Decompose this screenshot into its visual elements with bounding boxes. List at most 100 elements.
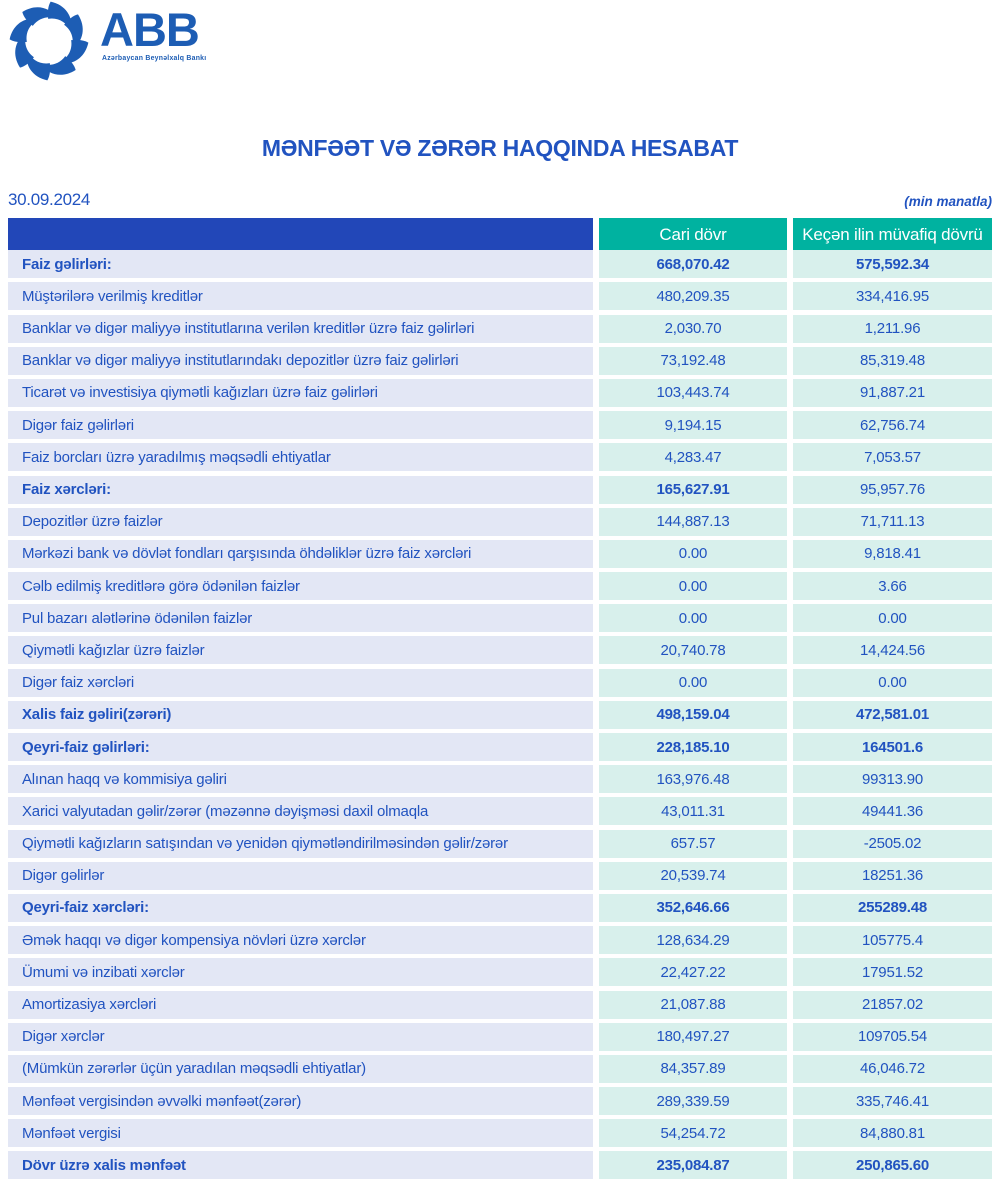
row-label: Qiymətli kağızlar üzrə faizlər — [8, 636, 593, 665]
row-value-previous: 105775.4 — [793, 926, 992, 955]
row-value-previous: 255289.48 — [793, 893, 992, 922]
row-label: Mənfəət vergisi — [8, 1119, 593, 1148]
page-title: MƏNFƏƏT VƏ ZƏRƏR HAQQINDA HESABAT — [261, 135, 739, 161]
table-header-previous: Keçən ilin müvafiq dövrü — [793, 218, 992, 252]
row-value-current: 22,427.22 — [599, 958, 787, 987]
row-value-previous: 46,046.72 — [793, 1054, 992, 1083]
row-value-previous: 3.66 — [793, 572, 992, 601]
pnl-table: Cari dövr Keçən ilin müvafiq dövrü Faiz … — [8, 218, 992, 1180]
row-label: Depozitlər üzrə faizlər — [8, 507, 593, 536]
logo-subtitle: Azərbaycan Beynəlxalq Bankı — [102, 55, 207, 62]
row-value-current: 4,283.47 — [599, 443, 787, 472]
row-value-previous: -2505.02 — [793, 829, 992, 858]
row-value-current: 657.57 — [599, 829, 787, 858]
row-value-current: 21,087.88 — [599, 990, 787, 1019]
row-value-previous: 21857.02 — [793, 990, 992, 1019]
row-value-current: 144,887.13 — [599, 507, 787, 536]
row-value-current: 103,443.74 — [599, 378, 787, 407]
row-label: Dövr üzrə xalis mənfəət — [8, 1151, 593, 1180]
row-value-current: 180,497.27 — [599, 1022, 787, 1051]
row-value-previous: 17951.52 — [793, 958, 992, 987]
row-label: Ümumi və inzibati xərclər — [8, 958, 593, 987]
row-value-previous: 0.00 — [793, 604, 992, 633]
row-value-current: 9,194.15 — [599, 411, 787, 440]
row-value-previous: 14,424.56 — [793, 636, 992, 665]
row-label: Faiz borcları üzrə yaradılmış məqsədli e… — [8, 443, 593, 472]
row-value-current: 20,539.74 — [599, 861, 787, 890]
row-value-current: 668,070.42 — [599, 250, 787, 279]
row-value-current: 20,740.78 — [599, 636, 787, 665]
row-value-previous: 334,416.95 — [793, 282, 992, 311]
row-value-previous: 109705.54 — [793, 1022, 992, 1051]
row-value-previous: 91,887.21 — [793, 378, 992, 407]
row-label: Alınan haqq və kommisiya gəliri — [8, 765, 593, 794]
row-value-previous: 9,818.41 — [793, 539, 992, 568]
row-value-previous: 7,053.57 — [793, 443, 992, 472]
abb-pinwheel-icon — [9, 1, 89, 81]
row-value-current: 54,254.72 — [599, 1119, 787, 1148]
row-value-previous: 0.00 — [793, 668, 992, 697]
row-label: Digər xərclər — [8, 1022, 593, 1051]
row-label: Cəlb edilmiş kreditlərə görə ödənilən fa… — [8, 572, 593, 601]
row-value-current: 165,627.91 — [599, 475, 787, 504]
row-label: Ticarət və investisiya qiymətli kağızlar… — [8, 378, 593, 407]
row-value-previous: 49441.36 — [793, 797, 992, 826]
row-value-previous: 164501.6 — [793, 733, 992, 761]
row-value-current: 0.00 — [599, 539, 787, 568]
row-value-previous: 85,319.48 — [793, 346, 992, 375]
report-date: 30.09.2024 — [8, 190, 91, 209]
row-value-previous: 84,880.81 — [793, 1119, 992, 1148]
row-label: Digər faiz gəlirləri — [8, 411, 593, 440]
row-value-current: 84,357.89 — [599, 1054, 787, 1083]
row-label: Mənfəət vergisindən əvvəlki mənfəət(zərə… — [8, 1087, 593, 1116]
row-value-previous: 62,756.74 — [793, 411, 992, 440]
logo-text: ABB Azərbaycan Beynəlxalq Bankı — [100, 3, 207, 62]
row-value-previous: 335,746.41 — [793, 1087, 992, 1116]
logo-wordmark: ABB — [100, 3, 200, 56]
row-value-current: 73,192.48 — [599, 346, 787, 375]
row-value-current: 0.00 — [599, 572, 787, 601]
row-value-previous: 71,711.13 — [793, 507, 992, 536]
row-label: Faiz gəlirləri: — [8, 250, 593, 279]
row-label: Banklar və digər maliyyə institutlarına … — [8, 314, 593, 343]
row-label: Qeyri-faiz gəlirləri: — [8, 733, 593, 761]
row-value-current: 43,011.31 — [599, 797, 787, 826]
row-value-current: 480,209.35 — [599, 282, 787, 311]
row-value-current: 2,030.70 — [599, 314, 787, 343]
row-label: (Mümkün zərərlər üçün yaradılan məqsədli… — [8, 1054, 593, 1083]
row-value-previous: 99313.90 — [793, 765, 992, 794]
row-label: Banklar və digər maliyyə institutlarında… — [8, 346, 593, 375]
unit-note: (min manatla) — [904, 194, 992, 209]
row-value-current: 0.00 — [599, 604, 787, 633]
row-label: Qiymətli kağızların satışından və yenidə… — [8, 829, 593, 858]
abb-logo: ABB Azərbaycan Beynəlxalq Bankı — [8, 0, 206, 84]
row-value-previous: 1,211.96 — [793, 314, 992, 343]
row-value-previous: 18251.36 — [793, 861, 992, 890]
row-label: Əmək haqqı və digər kompensiya növləri ü… — [8, 926, 593, 955]
row-value-previous: 95,957.76 — [793, 475, 992, 504]
row-value-previous: 472,581.01 — [793, 700, 992, 729]
table-header-spacer — [8, 218, 593, 252]
row-label: Digər gəlirlər — [8, 861, 593, 890]
row-value-current: 352,646.66 — [599, 893, 787, 922]
row-label: Digər faiz xərcləri — [8, 668, 593, 697]
row-value-current: 228,185.10 — [599, 733, 787, 761]
row-value-current: 235,084.87 — [599, 1151, 787, 1180]
row-value-previous: 575,592.34 — [793, 250, 992, 279]
row-label: Müştərilərə verilmiş kreditlər — [8, 282, 593, 311]
row-value-current: 163,976.48 — [599, 765, 787, 794]
row-label: Qeyri-faiz xərcləri: — [8, 893, 593, 922]
row-label: Pul bazarı alətlərinə ödənilən faizlər — [8, 604, 593, 633]
row-label: Amortizasiya xərcləri — [8, 990, 593, 1019]
row-label: Mərkəzi bank və dövlət fondları qarşısın… — [8, 539, 593, 568]
row-value-current: 0.00 — [599, 668, 787, 697]
row-label: Faiz xərcləri: — [8, 475, 593, 504]
table-header-current: Cari dövr — [599, 218, 787, 252]
row-value-current: 498,159.04 — [599, 700, 787, 729]
row-value-current: 128,634.29 — [599, 926, 787, 955]
row-label: Xarici valyutadan gəlir/zərər (məzənnə d… — [8, 797, 593, 826]
row-value-current: 289,339.59 — [599, 1087, 787, 1116]
row-label: Xalis faiz gəliri(zərəri) — [8, 700, 593, 729]
row-value-previous: 250,865.60 — [793, 1151, 992, 1180]
